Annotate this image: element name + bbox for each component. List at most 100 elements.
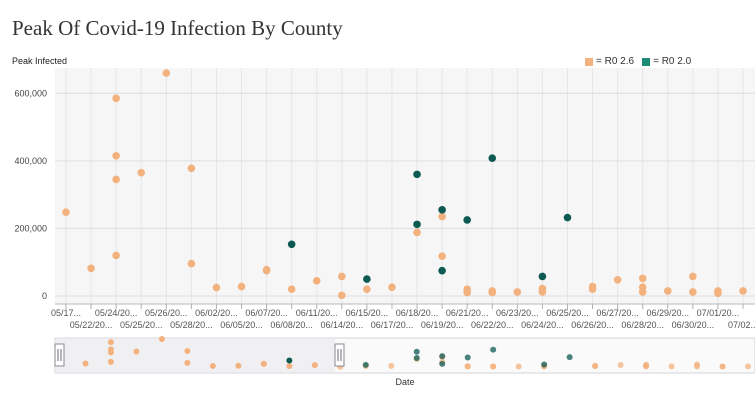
data-point-r026[interactable]: [689, 272, 697, 281]
navigator-point-r026: [515, 363, 522, 370]
x-tick-label: 06/11/20...: [296, 308, 338, 318]
data-point-r026[interactable]: [112, 151, 120, 160]
navigator-point-r026: [719, 363, 726, 370]
y-axis-label: Peak Infected: [12, 56, 68, 66]
data-point-r026[interactable]: [363, 285, 371, 294]
navigator-point-r026: [643, 363, 650, 370]
data-point-r026[interactable]: [588, 285, 597, 294]
data-point-r026[interactable]: [538, 288, 547, 296]
x-tick-label: 06/07/20...: [245, 308, 288, 318]
legend-item-r0-20[interactable]: = R0 2.0: [642, 56, 691, 67]
x-tick-label: 06/29/20...: [647, 308, 690, 318]
x-tick-label: 05/24/20...: [95, 308, 138, 318]
data-point-r020[interactable]: [413, 170, 421, 179]
data-point-r026[interactable]: [187, 259, 196, 268]
navigator-point-r026: [694, 363, 701, 370]
data-point-r026[interactable]: [237, 282, 246, 291]
data-point-r026[interactable]: [714, 289, 722, 298]
data-point-r026[interactable]: [62, 208, 70, 217]
navigator-right-handle[interactable]: [334, 343, 345, 367]
data-point-r026[interactable]: [112, 175, 120, 184]
x-tick-label: 06/19/20...: [421, 320, 464, 330]
data-point-r026[interactable]: [438, 252, 446, 260]
x-tick-label: 07/02...: [728, 320, 755, 330]
x-tick-label: 06/18/20...: [396, 308, 439, 318]
navigator-point-r020: [286, 357, 293, 364]
data-point-r026[interactable]: [338, 272, 346, 281]
data-point-r026[interactable]: [112, 251, 120, 260]
data-point-r026[interactable]: [112, 94, 120, 103]
chart-title: Peak Of Covid-19 Infection By County: [12, 16, 343, 40]
legend-swatch-r0-20: [642, 57, 651, 66]
data-point-r026[interactable]: [312, 276, 321, 285]
data-point-r020[interactable]: [563, 213, 572, 222]
data-point-r020[interactable]: [463, 216, 471, 224]
navigator-point-r020: [439, 360, 446, 367]
data-point-r026[interactable]: [262, 266, 271, 275]
x-tick-label: 06/17/20...: [371, 320, 414, 330]
data-point-r026[interactable]: [338, 291, 346, 300]
navigator-point-r026: [490, 363, 497, 370]
legend-item-r0-26[interactable]: = R0 2.6: [585, 56, 634, 67]
legend: = R0 2.6 = R0 2.0: [585, 56, 699, 67]
navigator-point-r026: [158, 336, 165, 342]
x-tick-label: 06/24/20...: [521, 320, 564, 330]
data-point-r026[interactable]: [739, 287, 747, 295]
data-point-r026[interactable]: [87, 264, 95, 273]
legend-swatch-r0-26: [585, 57, 593, 66]
navigator-selection[interactable]: [55, 338, 335, 373]
navigator-point-r026: [184, 347, 191, 354]
navigator-point-r026: [209, 362, 216, 369]
y-tick-label: 0: [42, 291, 47, 301]
data-point-r026[interactable]: [212, 283, 221, 292]
navigator-point-r026: [107, 339, 114, 346]
legend-label-r0-20: = R0 2.0: [653, 56, 692, 67]
x-tick-label: 06/28/20...: [621, 320, 664, 330]
data-point-r026[interactable]: [187, 164, 196, 173]
data-point-r026[interactable]: [137, 168, 146, 177]
navigator-point-r020: [413, 348, 420, 355]
x-tick-label: 06/23/20...: [496, 308, 539, 318]
navigator-point-r020: [566, 354, 573, 361]
data-point-r020[interactable]: [287, 240, 296, 249]
data-point-r020[interactable]: [363, 275, 371, 283]
data-point-r026[interactable]: [638, 288, 647, 296]
navigator-point-r026: [286, 363, 293, 370]
data-point-r026[interactable]: [613, 275, 622, 284]
data-point-r026[interactable]: [689, 288, 697, 296]
data-point-r020[interactable]: [538, 272, 547, 281]
navigator-point-r026: [107, 358, 114, 365]
data-point-r026[interactable]: [438, 212, 446, 221]
x-axis-label: Date: [395, 377, 415, 387]
data-point-r026[interactable]: [488, 288, 497, 297]
navigator-point-r026: [260, 360, 267, 367]
navigator-point-r026: [107, 349, 114, 356]
data-point-r020[interactable]: [438, 206, 446, 214]
navigator-point-r020: [490, 346, 497, 353]
x-tick-label: 05/28/20...: [170, 320, 213, 330]
data-point-r026[interactable]: [162, 69, 171, 77]
navigator-point-r020: [362, 361, 369, 368]
x-tick-label: 07/01/20...: [697, 308, 740, 318]
x-tick-label: 05/25/20...: [120, 320, 163, 330]
x-tick-label: 06/30/20...: [672, 320, 715, 330]
navigator-point-r026: [311, 362, 318, 369]
navigator-point-r026: [184, 359, 191, 366]
data-point-r026[interactable]: [413, 228, 421, 237]
data-point-r026[interactable]: [463, 288, 471, 297]
y-tick-label: 200,000: [14, 223, 47, 233]
navigator-point-r020: [464, 354, 471, 361]
data-point-r026[interactable]: [663, 287, 672, 295]
data-point-r026[interactable]: [388, 283, 396, 292]
data-point-r020[interactable]: [438, 266, 446, 275]
data-point-r026[interactable]: [287, 285, 296, 294]
x-tick-label: 06/02/20...: [195, 308, 238, 318]
data-point-r026[interactable]: [513, 288, 522, 296]
navigator-left-handle[interactable]: [54, 343, 65, 367]
data-point-r020[interactable]: [413, 220, 421, 229]
x-tick-label: 06/22/20...: [471, 320, 514, 330]
plot-area: [55, 68, 755, 304]
data-point-r026[interactable]: [638, 274, 647, 283]
data-point-r020[interactable]: [488, 154, 497, 162]
